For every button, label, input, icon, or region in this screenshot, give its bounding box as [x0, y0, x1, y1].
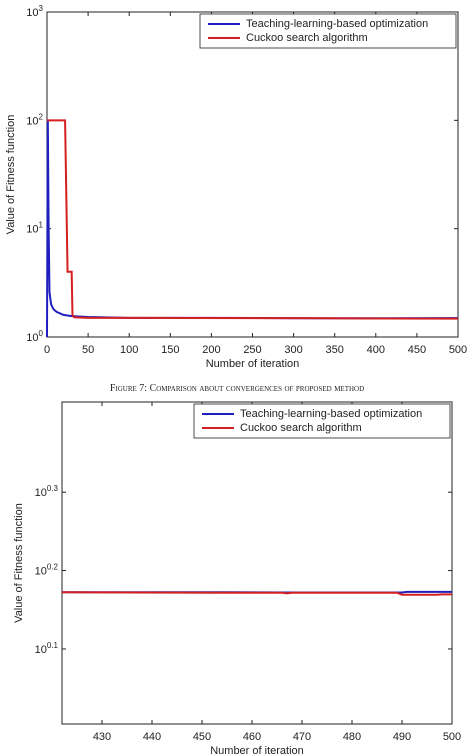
- x-tick-label: 460: [243, 731, 261, 743]
- legend-box: [199, 13, 457, 49]
- plot-area: [46, 11, 459, 338]
- y-tick-exponent: 0.1: [47, 641, 59, 650]
- y-tick-label: 100: [26, 329, 43, 344]
- x-tick-label: 440: [143, 731, 161, 743]
- series-line: [61, 591, 452, 596]
- y-tick-base: 10: [26, 115, 38, 127]
- y-tick-base: 10: [26, 7, 38, 19]
- y-tick-exponent: 2: [39, 112, 44, 121]
- y-tick-label: 100.2: [35, 563, 59, 578]
- x-tick-label: 480: [343, 731, 361, 743]
- y-tick-label: 102: [26, 112, 43, 127]
- x-tick-label: 350: [326, 344, 344, 356]
- x-tick-label: 0: [44, 344, 50, 356]
- x-tick-label: 300: [284, 344, 302, 356]
- y-tick-base: 10: [35, 644, 47, 656]
- x-axis-label: Number of iteration: [206, 358, 300, 370]
- legend-label: Cuckoo search algorithm: [246, 32, 368, 44]
- y-tick-exponent: 1: [39, 221, 44, 230]
- x-axis-label: Number of iteration: [210, 745, 304, 756]
- y-tick-label: 100.3: [35, 484, 59, 499]
- x-tick-label: 470: [293, 731, 311, 743]
- y-tick-label: 101: [26, 221, 43, 236]
- legend-label: Teaching-learning-based optimization: [246, 18, 428, 30]
- y-tick-base: 10: [26, 332, 38, 344]
- x-tick-label: 400: [367, 344, 385, 356]
- y-axis-label: Value of Fitness function: [13, 503, 25, 623]
- x-tick-label: 150: [161, 344, 179, 356]
- legend-label: Cuckoo search algorithm: [240, 422, 362, 434]
- x-tick-label: 450: [193, 731, 211, 743]
- x-tick-label: 450: [408, 344, 426, 356]
- legend-box: [193, 403, 451, 439]
- x-tick-label: 200: [202, 344, 220, 356]
- y-tick-exponent: 3: [39, 4, 44, 13]
- y-tick-label: 100.1: [35, 641, 59, 656]
- y-tick-base: 10: [35, 566, 47, 578]
- y-tick-exponent: 0.3: [47, 484, 59, 493]
- x-tick-label: 500: [449, 344, 467, 356]
- y-axis-label: Value of Fitness function: [5, 115, 17, 235]
- figure-caption: Figure 7: Comparison about convergences …: [110, 383, 364, 394]
- plot-area: [61, 401, 453, 725]
- x-tick-label: 430: [93, 731, 111, 743]
- x-tick-label: 250: [243, 344, 261, 356]
- legend-label: Teaching-learning-based optimization: [240, 408, 422, 420]
- x-tick-label: 500: [443, 731, 461, 743]
- x-tick-label: 100: [120, 344, 138, 356]
- y-tick-base: 10: [35, 487, 47, 499]
- x-tick-label: 490: [393, 731, 411, 743]
- series-line: [47, 119, 459, 320]
- y-tick-exponent: 0: [39, 329, 44, 338]
- x-tick-label: 50: [82, 344, 94, 356]
- y-tick-base: 10: [26, 224, 38, 236]
- y-tick-exponent: 0.2: [47, 563, 59, 572]
- y-tick-label: 103: [26, 4, 43, 19]
